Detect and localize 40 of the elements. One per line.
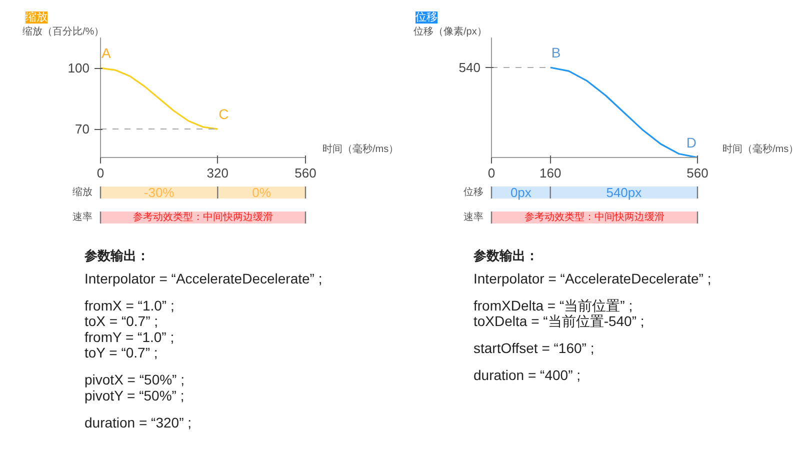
text: 0%: [252, 185, 272, 200]
text: fromX = “1.0” ; toX = “0.7” ; fromY = “1.0” ; toY = “0.7” ;: [84, 298, 174, 361]
text: pivotX = “50%” ; pivotY = “50%” ;: [84, 372, 184, 404]
x-tick-label: 0: [488, 166, 496, 180]
text: startOffset = “160” ;: [474, 340, 594, 356]
text: 缩放: [72, 186, 92, 198]
annotation: C: [218, 106, 229, 122]
text: 速率: [72, 211, 92, 223]
text: 参数输出：: [84, 248, 150, 263]
text: 参考动效类型：中间快两边缓滑: [524, 211, 664, 223]
text: 540: [458, 60, 481, 75]
x-tick-label: 560: [294, 166, 316, 180]
x-tick-label: 160: [540, 166, 562, 180]
annotation: A: [102, 45, 112, 62]
text: 540px: [606, 185, 642, 200]
text: duration = “320” ;: [84, 414, 192, 430]
text: 0px: [510, 185, 532, 200]
x-axis-title: 时间（毫秒/ms）: [322, 143, 399, 155]
text: 参考动效类型：中间快两边缓滑: [133, 211, 273, 223]
annotation: D: [686, 134, 697, 150]
y-tick-label: 70: [75, 122, 90, 137]
y-tick-label: 100: [68, 60, 90, 76]
y-axis-title: 缩放（百分比/%）: [22, 26, 104, 38]
chart-title: 缩放: [26, 10, 48, 24]
text: 参数输出：: [472, 248, 538, 263]
text: Interpolator = “AccelerateDecelerate” ;: [84, 270, 322, 286]
annotation: B: [551, 44, 561, 60]
text: duration = “400” ;: [474, 367, 581, 384]
y-axis-title: 位移（像素/px）: [414, 26, 487, 38]
text: 速率: [464, 211, 484, 223]
x-tick-label: 560: [686, 166, 708, 180]
x-axis-title: 时间（毫秒/ms）: [722, 143, 799, 155]
line-series: [100, 67, 218, 130]
text: 位移: [464, 186, 484, 198]
text: Interpolator = “AccelerateDecelerate” ;: [474, 270, 712, 286]
x-tick-label: 320: [206, 166, 228, 180]
text: -30%: [144, 185, 175, 200]
chart-title: 位移: [416, 12, 438, 24]
x-tick-label: 0: [96, 166, 104, 180]
text: fromXDelta = “当前位置” ; toXDelta = “当前位置-540” ;: [474, 298, 644, 330]
